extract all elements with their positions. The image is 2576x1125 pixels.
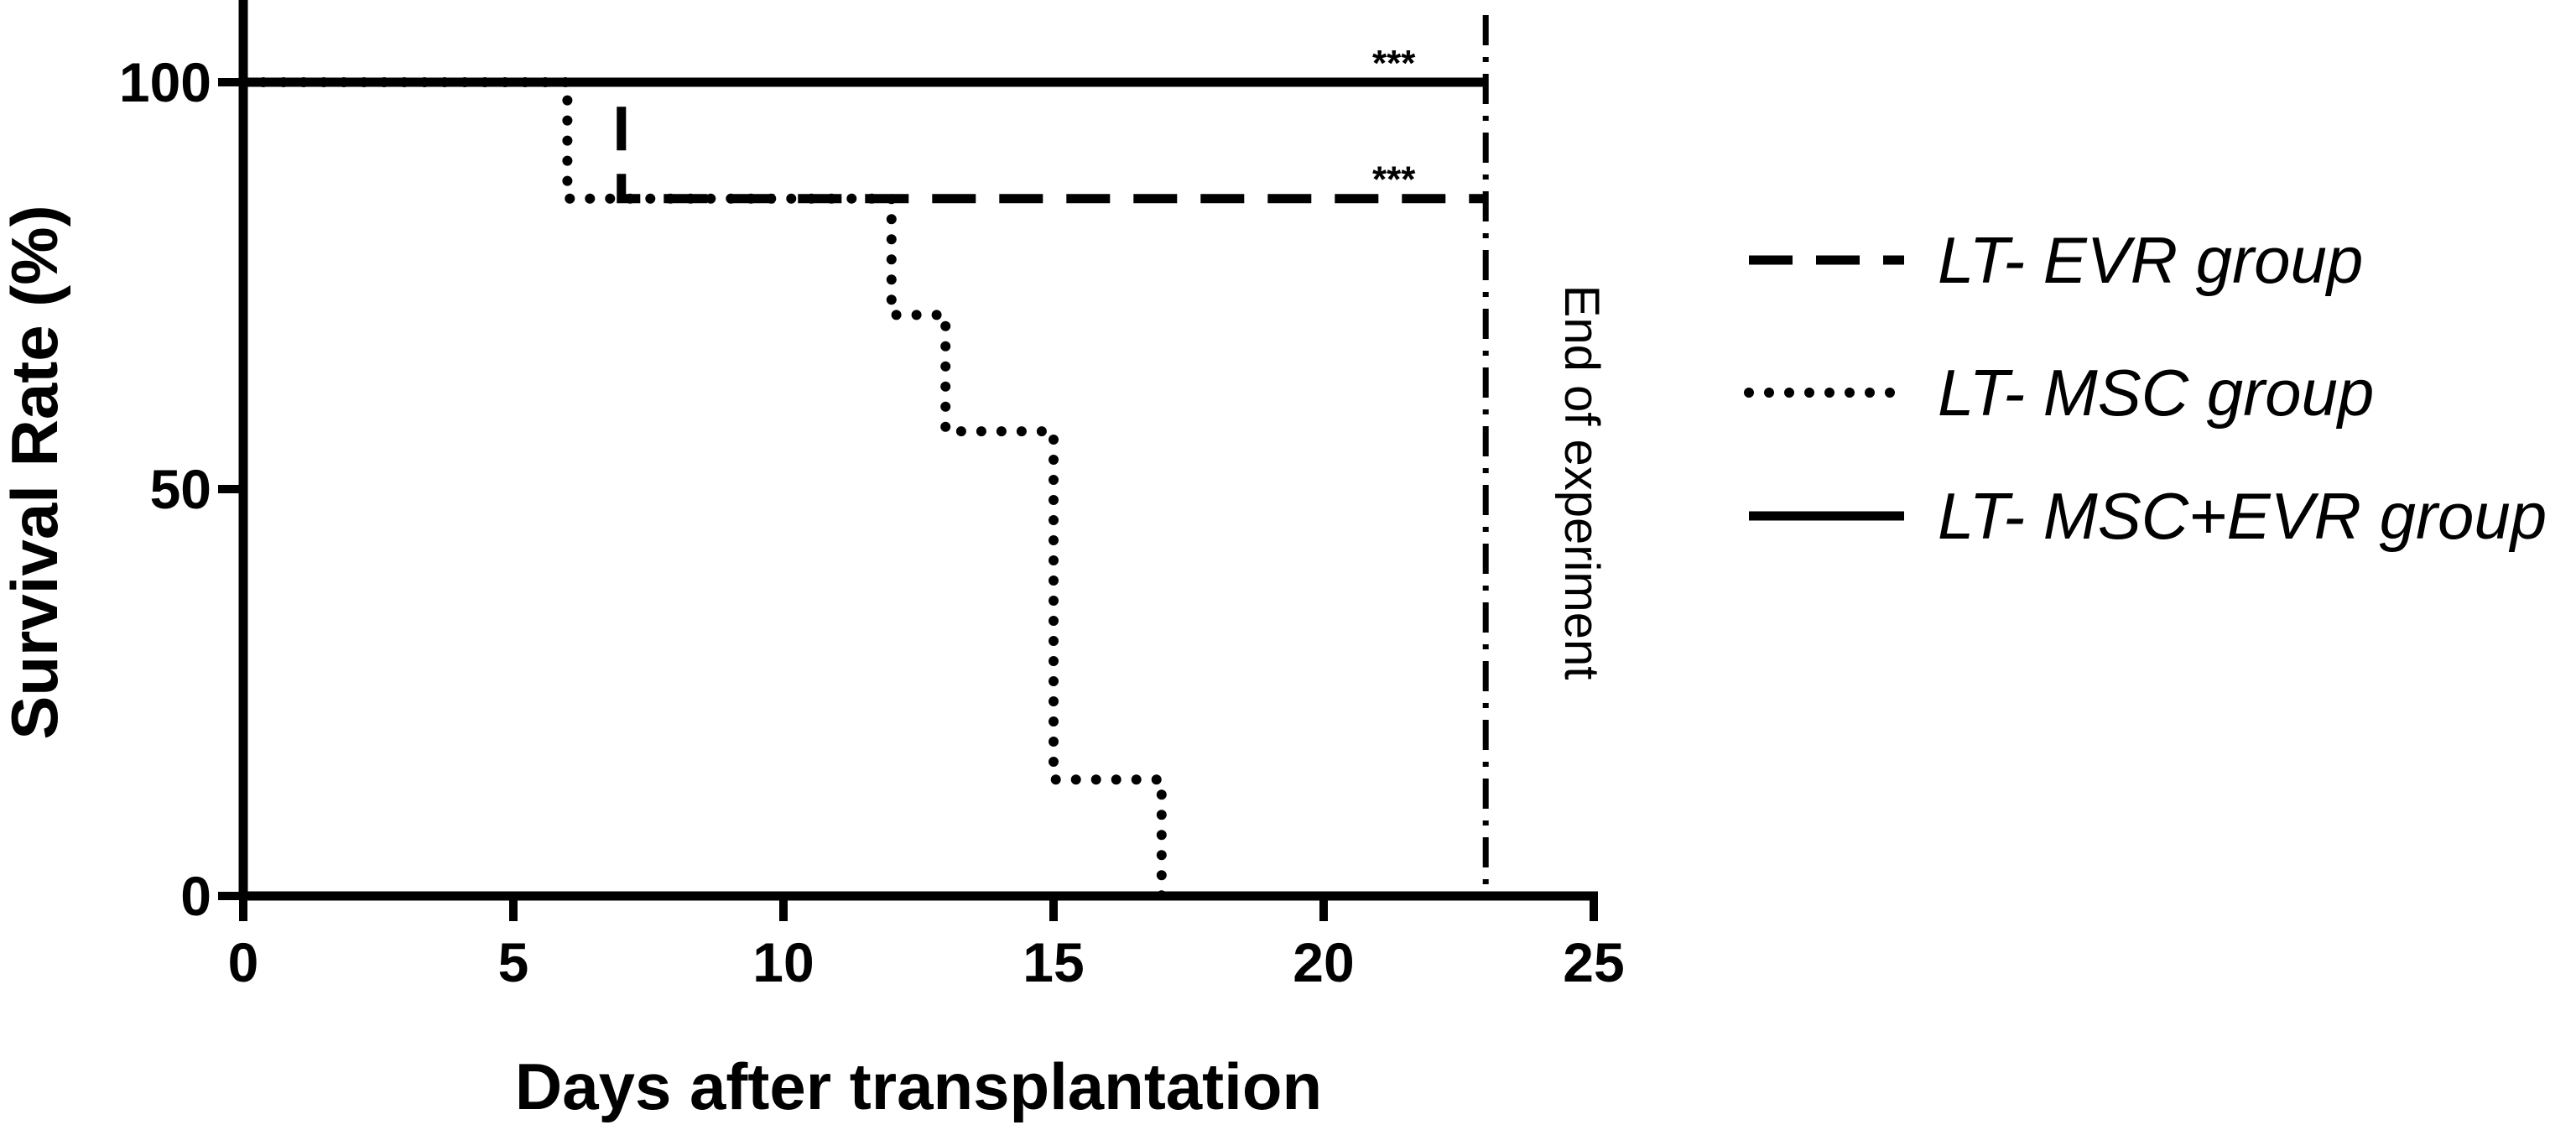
significance-marker: *** — [1372, 43, 1416, 84]
y-tick-label: 100 — [119, 51, 211, 113]
legend: LT- EVR group LT- MSC group LT- MSC+EVR gr… — [1744, 223, 2547, 553]
x-axis-title: Days after transplantation — [515, 1049, 1322, 1123]
y-tick-label: 50 — [150, 458, 211, 520]
y-tick-label: 0 — [180, 865, 211, 927]
legend-label: LT- MSC group — [1938, 356, 2374, 430]
x-tick-label: 10 — [752, 931, 814, 993]
x-tick-label: 5 — [498, 931, 529, 993]
series-line-dashed — [243, 77, 1486, 204]
legend-label: LT- EVR group — [1938, 223, 2363, 297]
legend-label: LT- MSC+EVR group — [1938, 479, 2547, 553]
x-tick-label: 15 — [1023, 931, 1084, 993]
x-tick-label: 25 — [1563, 931, 1624, 993]
series-line-dotted — [238, 77, 1167, 901]
end-of-experiment-label: End of experiment — [1554, 285, 1609, 680]
x-tick-label: 0 — [228, 931, 259, 993]
axes — [238, 0, 1598, 901]
y-axis-title: Survival Rate (%) — [0, 205, 71, 739]
x-tick-label: 20 — [1293, 931, 1354, 993]
significance-marker: *** — [1372, 159, 1416, 201]
significance-markers: *** *** — [1372, 43, 1416, 201]
tick-layer: 0 5 10 15 20 25 0 50 100 — [119, 51, 1625, 993]
series-layer — [238, 77, 1486, 901]
